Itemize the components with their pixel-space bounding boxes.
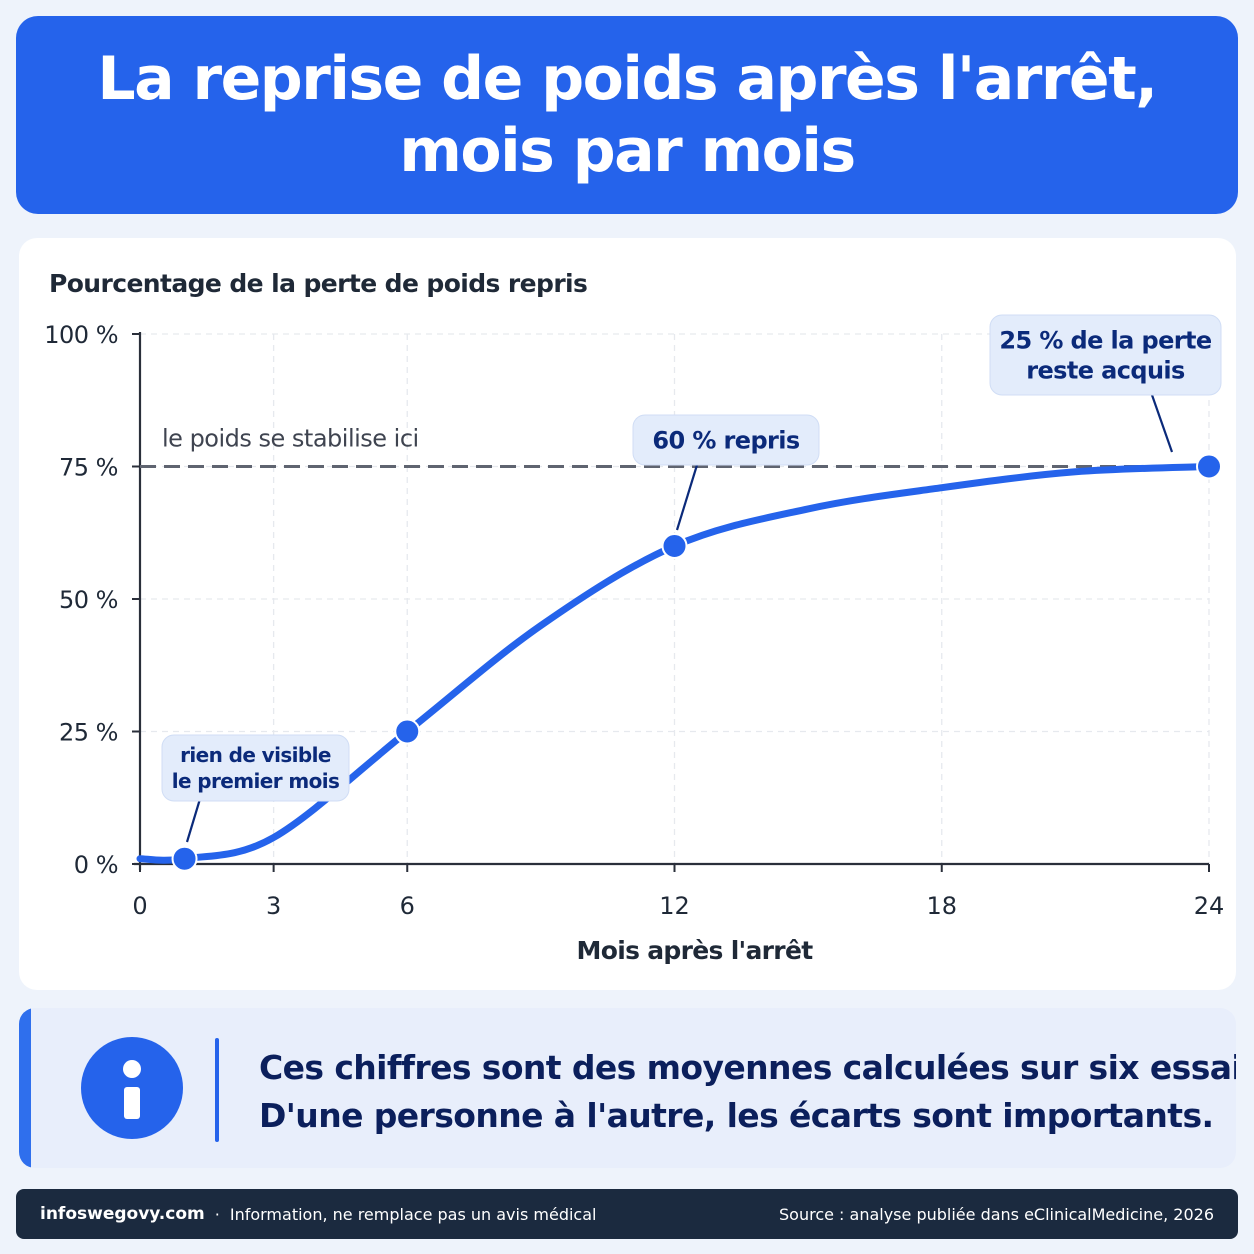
annotation-text: rien de visible — [180, 743, 331, 767]
annotation-text: 25 % de la perte — [999, 327, 1212, 355]
info-icon — [81, 1037, 183, 1139]
chart-card: Pourcentage de la perte de poids repris 0… — [19, 238, 1236, 990]
data-point — [661, 533, 688, 559]
y-tick-label: 100 % — [44, 321, 118, 349]
footer-source: Source : analyse publiée dans eClinicalM… — [779, 1204, 1214, 1224]
x-tick-label: 18 — [926, 892, 957, 920]
footer-separator: · — [214, 1204, 220, 1224]
line-chart: Pourcentage de la perte de poids repris 0… — [44, 269, 1225, 965]
annotation-pointer — [675, 464, 699, 531]
x-tick-label: 24 — [1194, 892, 1225, 920]
info-line-2: D'une personne à l'autre, les écarts son… — [259, 1096, 1214, 1135]
info-divider — [215, 1038, 219, 1142]
info-accent-bar — [19, 1008, 31, 1168]
data-point — [171, 845, 198, 872]
y-tick-label: 75 % — [59, 454, 118, 482]
annotation-box — [161, 734, 350, 802]
info-line-1: Ces chiffres sont des moyennes calculées… — [259, 1048, 1236, 1087]
page-title-line1: La reprise de poids après l'arrêt, — [97, 44, 1158, 114]
footer-site: infoswegovy.com — [40, 1204, 205, 1224]
chart-title: Pourcentage de la perte de poids repris — [49, 269, 587, 298]
annotation-text: le premier mois — [172, 769, 340, 793]
data-point — [1196, 453, 1222, 480]
title-banner: La reprise de poids après l'arrêt, mois … — [16, 16, 1238, 214]
info-text: Ces chiffres sont des moyennes calculées… — [259, 1044, 1236, 1140]
info-note: Ces chiffres sont des moyennes calculées… — [19, 1008, 1236, 1168]
x-tick-label: 12 — [659, 892, 690, 920]
annotation-box — [989, 314, 1222, 396]
x-tick-label: 6 — [400, 892, 415, 920]
x-tick-label: 0 — [132, 892, 147, 920]
page-title-line2: mois par mois — [399, 116, 856, 186]
footer-disclaimer: Information, ne remplace pas un avis méd… — [229, 1204, 597, 1224]
x-tick-label: 3 — [266, 892, 281, 920]
reference-line-label: le poids se stabilise ici — [162, 425, 419, 453]
x-axis-label: Mois après l'arrêt — [577, 936, 814, 965]
page-title: La reprise de poids après l'arrêt, mois … — [97, 43, 1158, 187]
y-tick-label: 50 % — [59, 586, 118, 614]
y-tick-label: 25 % — [59, 719, 118, 747]
annotation-pointer — [1150, 394, 1174, 453]
footer: infoswegovy.com · Information, ne rempla… — [16, 1189, 1238, 1239]
annotation-text: reste acquis — [1026, 357, 1185, 385]
data-point — [394, 718, 421, 745]
annotation-box — [632, 414, 820, 466]
y-tick-label: 0 % — [74, 851, 118, 879]
annotation-text: 60 % repris — [652, 427, 800, 455]
series-line — [136, 463, 1213, 864]
